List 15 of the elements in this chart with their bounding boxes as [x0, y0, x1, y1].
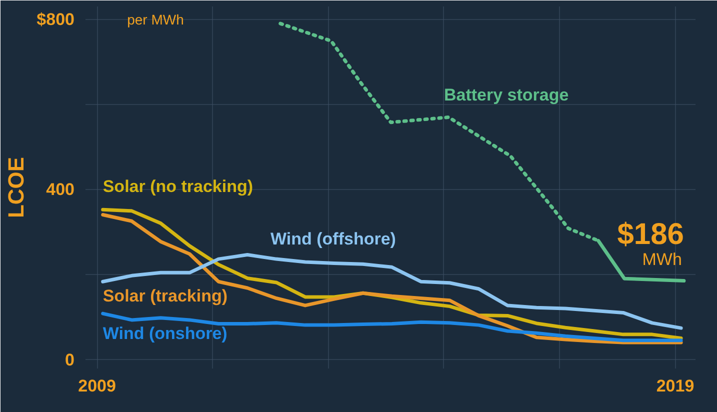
series-label: Wind (offshore): [270, 229, 396, 248]
y-tick-label: $800: [36, 10, 75, 29]
annotation: MWh: [642, 250, 682, 269]
y-axis-title: LCOE: [4, 156, 29, 218]
series-label: Solar (tracking): [102, 286, 228, 306]
series-label: Solar (no tracking): [102, 177, 254, 196]
series-label: Wind (onshore): [102, 324, 228, 343]
y-tick-label: 400: [46, 180, 75, 200]
y-tick-label: 0: [65, 350, 75, 370]
annotation: $186: [617, 218, 684, 251]
x-tick-label: 2009: [78, 376, 116, 396]
x-tick-label: 2019: [656, 376, 694, 396]
line-series: [101, 312, 683, 342]
series-label: Battery storage: [444, 85, 569, 104]
annotation: per MWh: [127, 11, 184, 28]
